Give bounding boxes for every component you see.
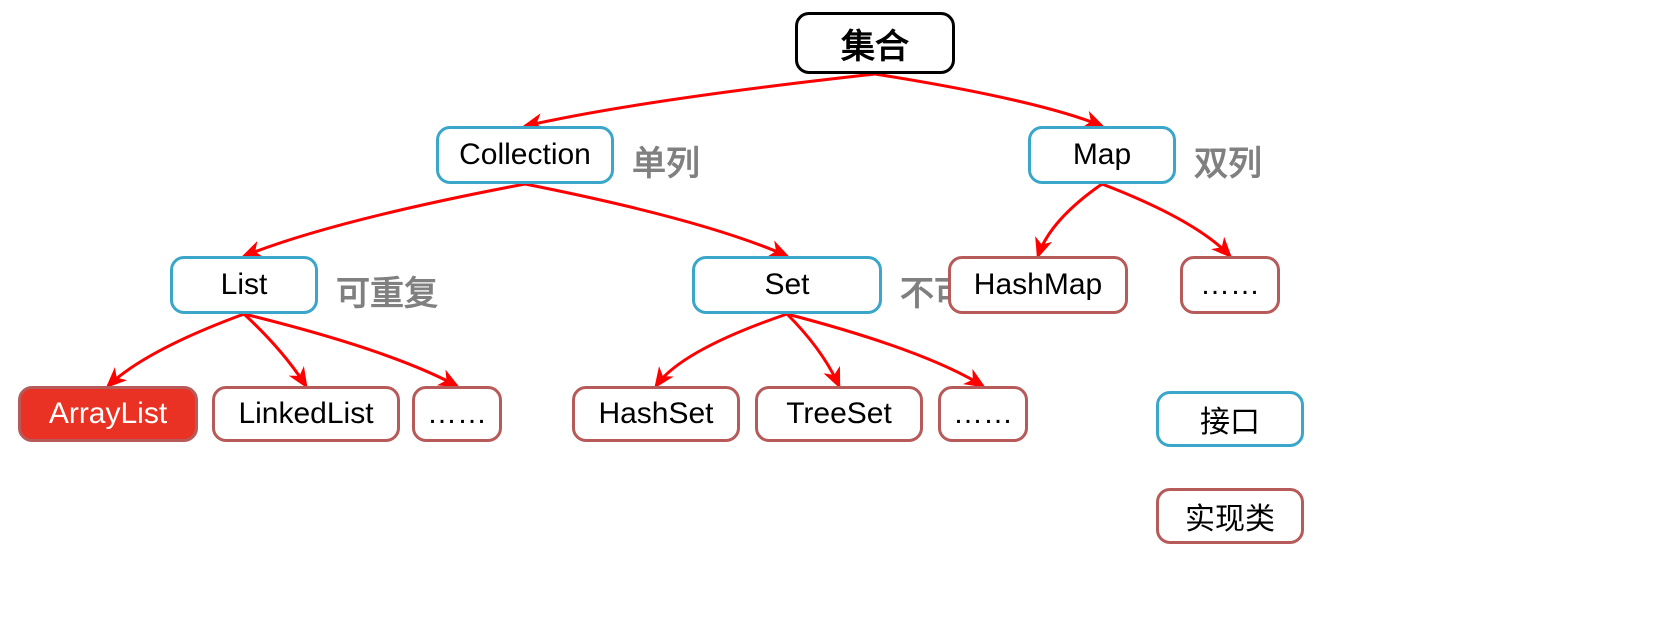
node-hashset: HashSet [572,386,740,442]
edge-root-map [875,74,1102,126]
node-linkedlist: LinkedList [212,386,400,442]
node-map_more: …… [1180,256,1280,314]
node-label: …… [1200,268,1260,302]
node-label: HashMap [974,268,1102,302]
side-label-collection: 单列 [632,136,700,185]
node-arraylist: ArrayList [18,386,198,442]
node-collection: Collection [436,126,614,184]
node-label: 实现类 [1185,494,1275,538]
edge-set-treeset [787,314,839,386]
node-list_more: …… [412,386,502,442]
node-set: Set [692,256,882,314]
node-label: ArrayList [49,397,167,431]
edge-set-set_more [787,314,983,386]
node-label: Set [764,268,809,302]
edge-map-hashmap [1038,184,1102,256]
node-root: 集合 [795,12,955,74]
node-label: …… [953,397,1013,431]
node-label: …… [427,397,487,431]
edge-list-linkedlist [244,314,306,386]
node-legend_cls: 实现类 [1156,488,1304,544]
edge-collection-list [244,184,525,256]
node-label: 接口 [1200,397,1260,441]
edge-root-collection [525,74,875,126]
node-label: 集合 [841,19,909,68]
node-treeset: TreeSet [755,386,923,442]
node-hashmap: HashMap [948,256,1128,314]
edge-map-map_more [1102,184,1230,256]
edge-layer [0,0,1664,634]
edge-set-hashset [656,314,787,386]
node-label: Map [1073,138,1131,172]
side-label-map: 双列 [1194,136,1262,185]
node-label: Collection [459,138,591,172]
node-set_more: …… [938,386,1028,442]
node-label: List [221,268,268,302]
node-legend_if: 接口 [1156,391,1304,447]
edge-list-arraylist [108,314,244,386]
edge-list-list_more [244,314,457,386]
node-map: Map [1028,126,1176,184]
side-label-list: 可重复 [336,266,438,315]
node-label: LinkedList [238,397,373,431]
node-list: List [170,256,318,314]
node-label: TreeSet [786,397,892,431]
edge-collection-set [525,184,787,256]
node-label: HashSet [598,397,713,431]
